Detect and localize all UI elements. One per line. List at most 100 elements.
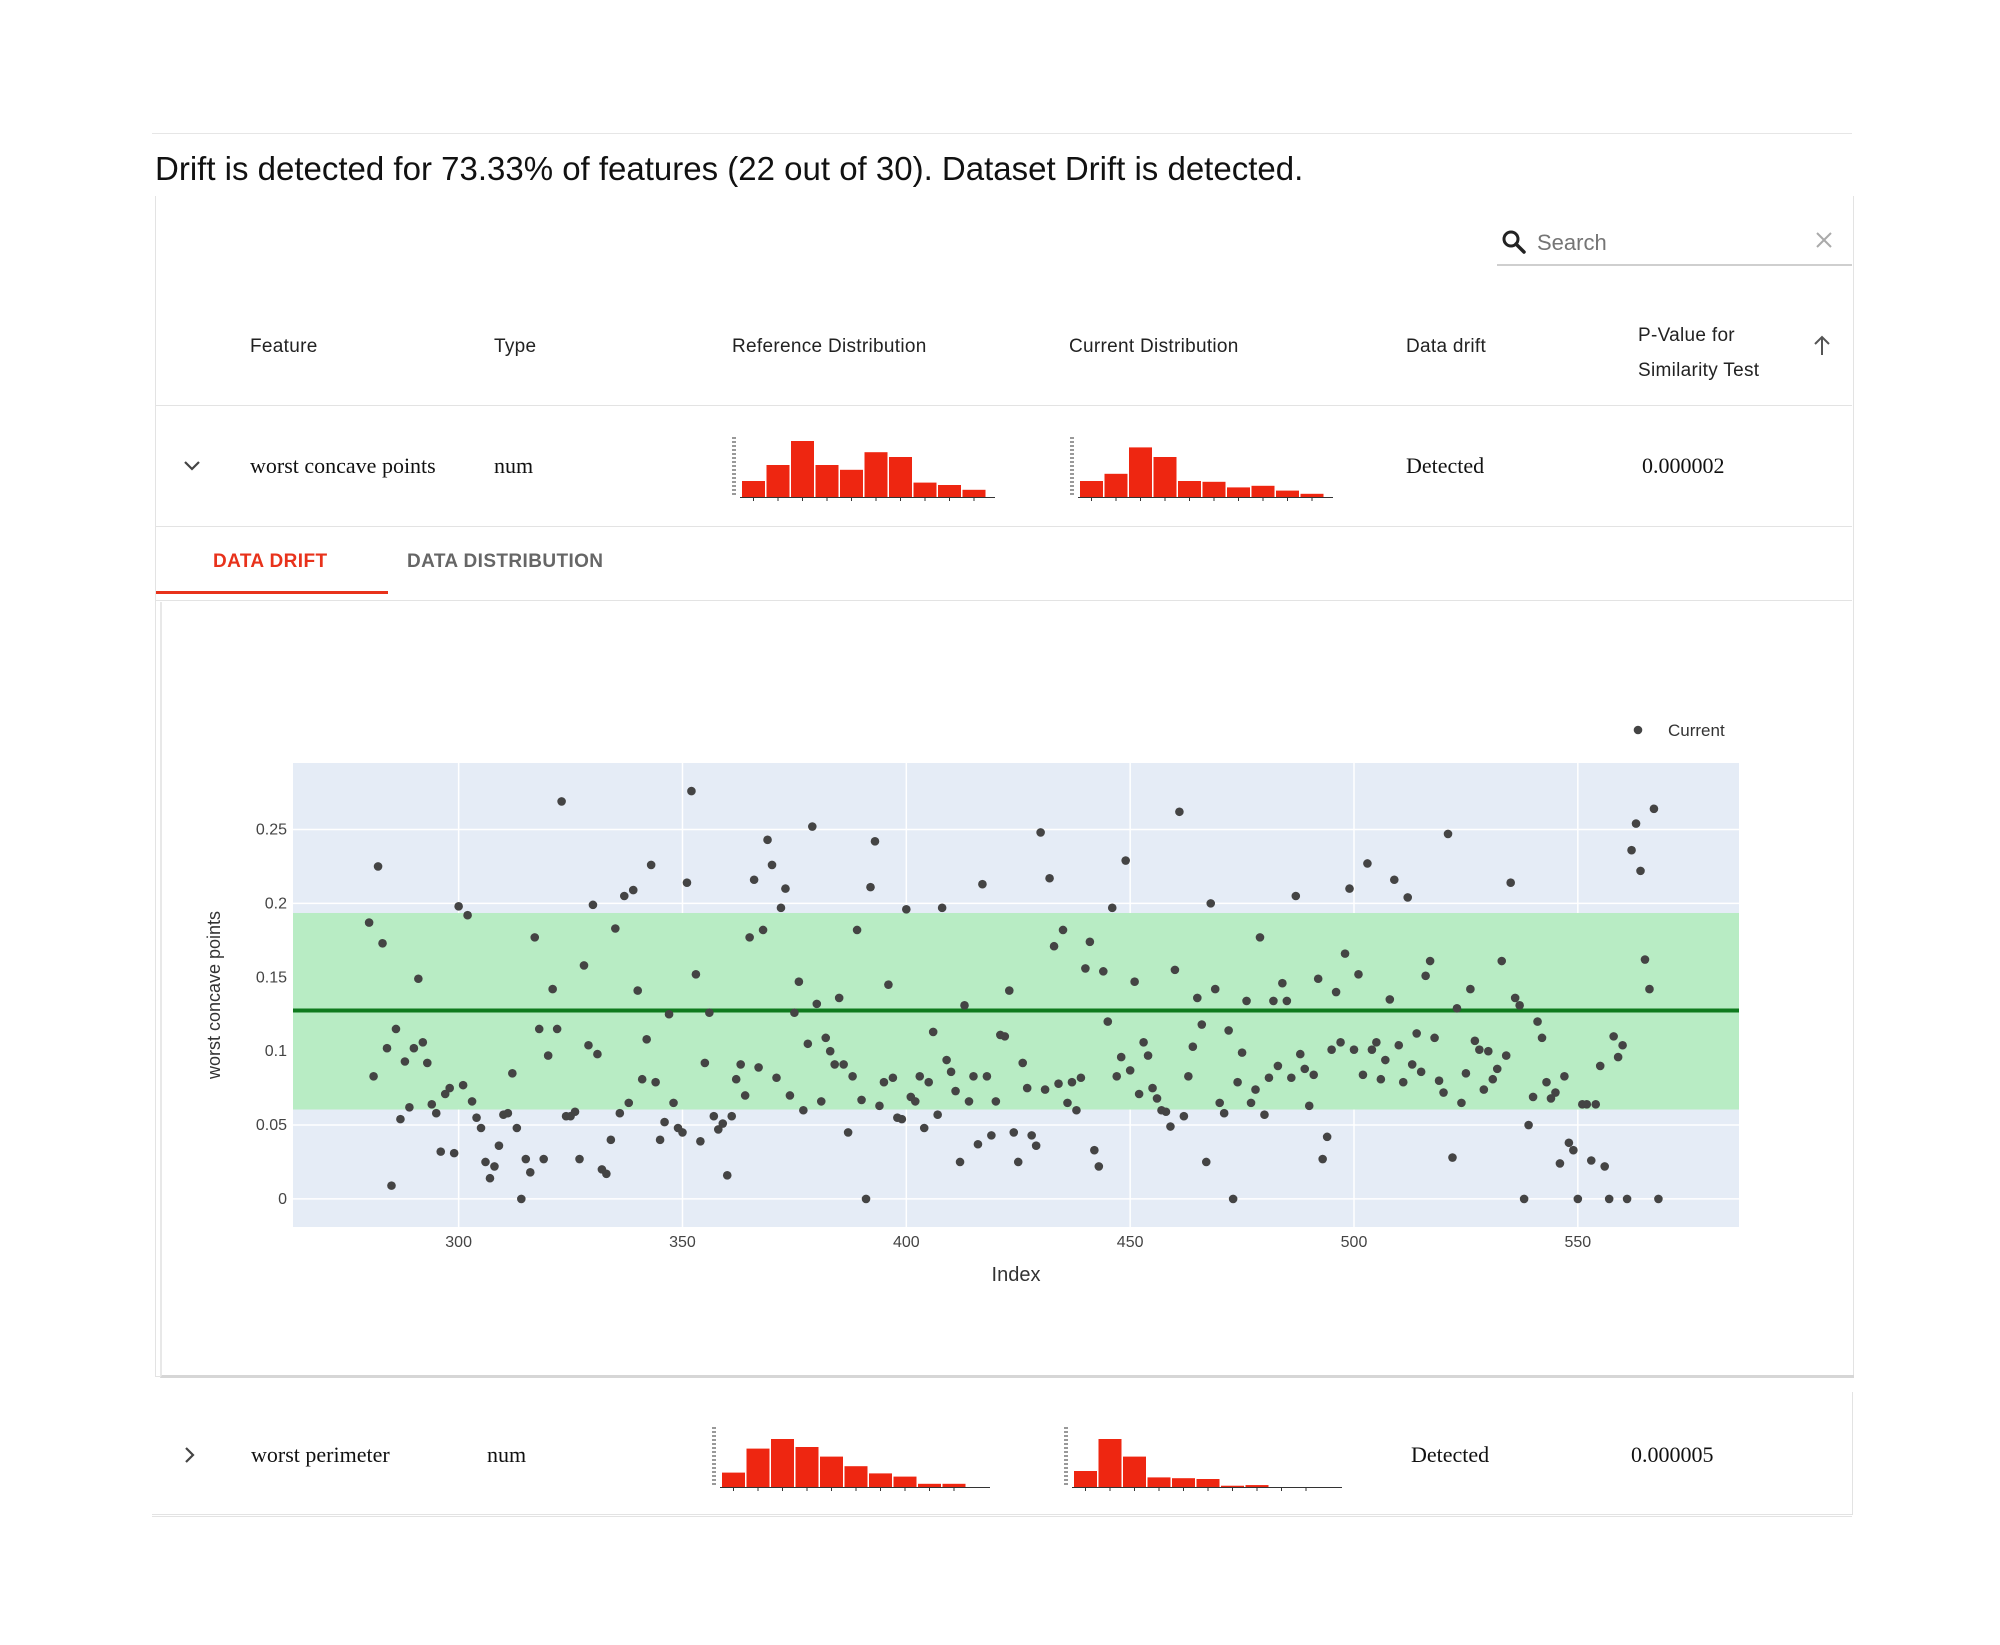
data-point[interactable] <box>919 1123 929 1133</box>
data-point[interactable] <box>902 904 911 914</box>
data-point[interactable] <box>727 1111 737 1121</box>
data-point[interactable] <box>1287 1073 1296 1083</box>
data-point[interactable] <box>400 1057 410 1066</box>
data-point[interactable] <box>396 1114 405 1124</box>
data-point[interactable] <box>391 1024 401 1034</box>
data-point[interactable] <box>449 1148 459 1158</box>
data-point[interactable] <box>427 1100 437 1109</box>
data-point[interactable] <box>946 1067 956 1077</box>
data-point[interactable] <box>888 1073 898 1083</box>
data-point[interactable] <box>1175 807 1184 817</box>
data-point[interactable] <box>369 1071 378 1081</box>
data-point[interactable] <box>978 879 987 889</box>
data-point[interactable] <box>1591 1100 1601 1109</box>
data-point[interactable] <box>458 1080 468 1090</box>
data-point[interactable] <box>879 1077 889 1087</box>
data-point[interactable] <box>669 1098 678 1108</box>
data-point[interactable] <box>709 1111 719 1121</box>
data-point[interactable] <box>637 1074 647 1084</box>
data-point[interactable] <box>960 1001 969 1010</box>
data-point[interactable] <box>1582 1100 1592 1109</box>
data-point[interactable] <box>1210 984 1220 994</box>
data-point[interactable] <box>1228 1194 1238 1204</box>
data-point[interactable] <box>1215 1098 1224 1108</box>
data-point[interactable] <box>1143 1051 1153 1060</box>
data-point[interactable] <box>830 1060 839 1069</box>
data-point[interactable] <box>790 1008 799 1018</box>
data-point[interactable] <box>655 1135 665 1145</box>
arrow-up-icon[interactable] <box>1810 333 1834 359</box>
data-point[interactable] <box>414 974 423 984</box>
data-point[interactable] <box>1013 1157 1023 1167</box>
data-point[interactable] <box>508 1069 517 1078</box>
data-point[interactable] <box>1412 1029 1421 1038</box>
data-point[interactable] <box>1139 1037 1148 1047</box>
data-point[interactable] <box>485 1173 495 1183</box>
chevron-right-icon[interactable] <box>178 1443 202 1467</box>
data-point[interactable] <box>758 925 768 935</box>
data-point[interactable] <box>969 1071 978 1081</box>
data-point[interactable] <box>1081 964 1090 973</box>
data-point[interactable] <box>1022 1083 1032 1093</box>
data-point[interactable] <box>1484 1046 1493 1056</box>
data-point[interactable] <box>1609 1032 1618 1041</box>
data-point[interactable] <box>1425 956 1435 966</box>
data-point[interactable] <box>521 1154 531 1164</box>
data-point[interactable] <box>1045 873 1054 883</box>
data-point[interactable] <box>1054 1079 1063 1088</box>
data-point[interactable] <box>933 1110 942 1119</box>
data-point[interactable] <box>1618 1040 1627 1050</box>
data-point[interactable] <box>964 1097 974 1106</box>
data-point[interactable] <box>405 1103 414 1112</box>
data-point[interactable] <box>1519 1194 1529 1204</box>
data-point[interactable] <box>1461 1069 1471 1078</box>
data-point[interactable] <box>664 1009 674 1019</box>
legend-label[interactable]: Current <box>1668 721 1725 740</box>
data-point[interactable] <box>530 933 540 942</box>
data-point[interactable] <box>1188 1042 1198 1052</box>
data-point[interactable] <box>1564 1138 1574 1148</box>
data-point[interactable] <box>1501 1051 1511 1060</box>
data-point[interactable] <box>834 993 844 1003</box>
search-box[interactable] <box>1497 224 1852 266</box>
data-point[interactable] <box>1282 996 1292 1006</box>
data-point[interactable] <box>1219 1108 1229 1118</box>
data-point[interactable] <box>722 1170 732 1180</box>
data-point[interactable] <box>910 1097 920 1106</box>
data-point[interactable] <box>1300 1064 1310 1074</box>
data-point[interactable] <box>1103 1017 1113 1026</box>
data-point[interactable] <box>1398 1077 1408 1087</box>
data-point[interactable] <box>1421 971 1430 981</box>
data-point[interactable] <box>1389 875 1399 885</box>
data-point[interactable] <box>467 1097 477 1106</box>
data-point[interactable] <box>924 1077 934 1087</box>
data-point[interactable] <box>1179 1111 1189 1121</box>
data-point[interactable] <box>1327 1045 1336 1054</box>
data-point[interactable] <box>651 1077 660 1087</box>
data-point[interactable] <box>951 1086 960 1096</box>
data-point[interactable] <box>378 938 387 948</box>
data-point[interactable] <box>843 1128 853 1137</box>
data-point[interactable] <box>776 903 786 913</box>
data-point[interactable] <box>1524 1120 1533 1130</box>
data-point[interactable] <box>781 884 790 893</box>
data-point[interactable] <box>611 924 620 933</box>
data-point[interactable] <box>476 1123 486 1133</box>
data-point[interactable] <box>517 1194 526 1204</box>
data-point[interactable] <box>1497 956 1507 966</box>
data-point[interactable] <box>1457 1098 1466 1108</box>
data-point[interactable] <box>1246 1098 1256 1108</box>
data-point[interactable] <box>825 1046 835 1056</box>
data-point[interactable] <box>1094 1162 1104 1171</box>
drift-scatter-plot[interactable]: 300 350 400 450 500 550 0 0.05 0.1 0.15 0.2 0.25 Ind… <box>160 602 1852 1375</box>
data-point[interactable] <box>1063 1098 1072 1108</box>
data-point[interactable] <box>490 1162 499 1171</box>
data-point[interactable] <box>1130 977 1139 987</box>
data-point[interactable] <box>808 822 817 831</box>
data-point[interactable] <box>1027 1131 1036 1140</box>
data-point[interactable] <box>1018 1058 1028 1068</box>
data-point[interactable] <box>1278 978 1287 988</box>
data-point[interactable] <box>1000 1032 1010 1041</box>
data-point[interactable] <box>1273 1061 1283 1071</box>
data-point[interactable] <box>740 1091 750 1100</box>
